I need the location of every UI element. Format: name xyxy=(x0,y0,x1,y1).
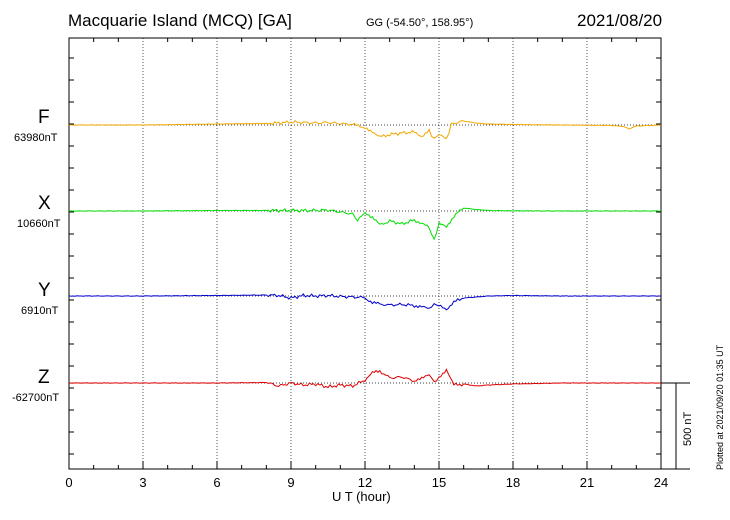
x-tick-label: 3 xyxy=(139,475,146,490)
plotted-timestamp: Plotted at 2021/09/20 01:35 UT xyxy=(715,344,725,470)
series-baseline-F: 63980nT xyxy=(14,132,58,144)
series-baseline-X: 10660nT xyxy=(17,218,61,230)
station-title: Macquarie Island (MCQ) [GA] xyxy=(68,11,292,30)
x-tick-label: 9 xyxy=(287,475,294,490)
scale-bar-label: 500 nT xyxy=(682,411,694,446)
scale-bar xyxy=(661,382,690,470)
station-coordinates: GG (-54.50°, 158.95°) xyxy=(366,17,474,29)
x-tick-label: 24 xyxy=(654,475,668,490)
series-baseline-Z: -62700nT xyxy=(12,392,60,404)
x-axis-ticks: 0 3 6 9 12 15 18 21 24 xyxy=(65,38,668,490)
x-tick-label: 12 xyxy=(358,475,372,490)
x-tick-label: 21 xyxy=(580,475,594,490)
x-axis-label: U T (hour) xyxy=(332,489,391,504)
series-baseline-Y: 6910nT xyxy=(21,305,59,317)
series-line-F xyxy=(68,120,661,139)
series-line-Z xyxy=(68,368,661,389)
series-label-F: F xyxy=(38,107,50,128)
series-label-Z: Z xyxy=(38,367,50,388)
x-tick-label: 0 xyxy=(65,475,72,490)
series-line-Y xyxy=(68,293,661,311)
x-tick-label: 15 xyxy=(432,475,446,490)
series-line-X xyxy=(68,207,662,241)
chart-date: 2021/08/20 xyxy=(577,11,663,30)
x-tick-label: 6 xyxy=(213,475,220,490)
series-label-Y: Y xyxy=(38,280,51,301)
series-label-X: X xyxy=(38,193,51,214)
series-lines xyxy=(68,120,662,389)
grid-lines xyxy=(68,37,662,470)
x-tick-label: 18 xyxy=(506,475,520,490)
